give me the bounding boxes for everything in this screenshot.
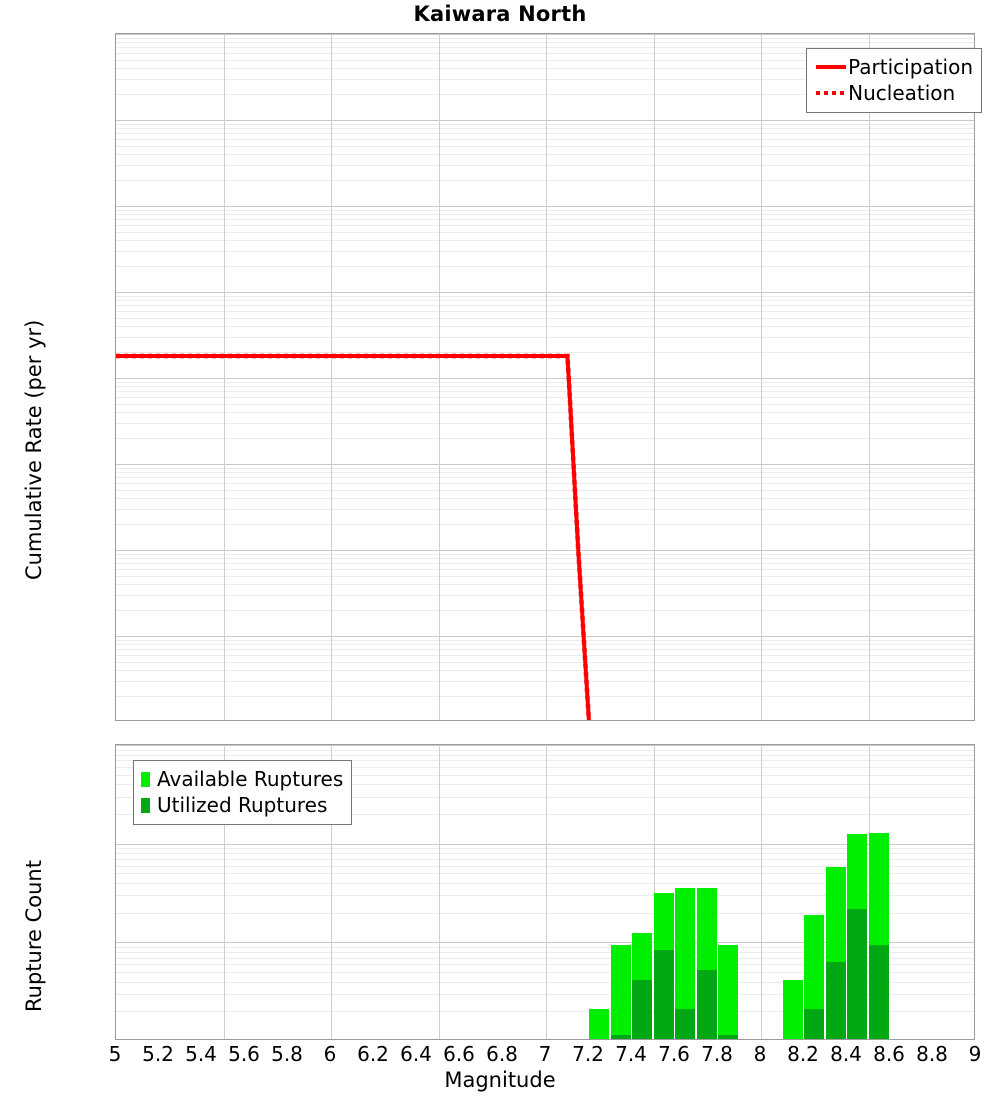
cumulative-rate-plot bbox=[115, 33, 975, 721]
solid-line-icon bbox=[814, 65, 848, 69]
rupture-bar bbox=[869, 744, 889, 1039]
xtick-label: 8.4 bbox=[830, 1042, 862, 1066]
xtick-label: 7.2 bbox=[572, 1042, 604, 1066]
page-title: Kaiwara North bbox=[0, 2, 1000, 26]
utilized-segment bbox=[804, 1009, 824, 1039]
rupture-bar bbox=[783, 744, 803, 1039]
xtick-label: 8.8 bbox=[916, 1042, 948, 1066]
rupture-bar bbox=[568, 744, 588, 1039]
rupture-bar bbox=[804, 744, 824, 1039]
legend-item-nucleation[interactable]: Nucleation bbox=[814, 80, 973, 106]
figure: Kaiwara North 10-210-310-410-510-610-710… bbox=[0, 0, 1000, 1100]
xtick-label: 7 bbox=[539, 1042, 552, 1066]
xtick-label: 6.6 bbox=[443, 1042, 475, 1066]
legend-label: Nucleation bbox=[848, 83, 955, 103]
xtick-label: 6.4 bbox=[400, 1042, 432, 1066]
yaxis-title-bottom: Rupture Count bbox=[22, 860, 46, 1012]
xtick-label: 5 bbox=[109, 1042, 122, 1066]
legend-item-utilized-ruptures[interactable]: Utilized Ruptures bbox=[141, 792, 343, 818]
xtick-label: 7.6 bbox=[658, 1042, 690, 1066]
available-segment bbox=[783, 980, 803, 1039]
utilized-segment bbox=[826, 962, 846, 1039]
utilized-segment bbox=[847, 909, 867, 1039]
xtick-label: 6 bbox=[324, 1042, 337, 1066]
utilized-segment bbox=[869, 945, 889, 1039]
xtick-label: 9 bbox=[969, 1042, 982, 1066]
utilized-segment bbox=[718, 1035, 738, 1039]
utilized-segment bbox=[611, 1035, 631, 1039]
xtick-label: 6.2 bbox=[357, 1042, 389, 1066]
xtick-label: 7.8 bbox=[701, 1042, 733, 1066]
legend-label: Available Ruptures bbox=[157, 769, 343, 789]
utilized-segment bbox=[654, 950, 674, 1039]
xtick-label: 5.4 bbox=[185, 1042, 217, 1066]
rupture-bar bbox=[718, 744, 738, 1039]
rupture-bar bbox=[654, 744, 674, 1039]
rupture-bar bbox=[632, 744, 652, 1039]
rupture-bar bbox=[589, 744, 609, 1039]
xaxis-title: Magnitude bbox=[0, 1068, 1000, 1092]
available-swatch-icon bbox=[141, 772, 157, 787]
yaxis-title-top: Cumulative Rate (per yr) bbox=[22, 320, 46, 580]
xtick-label: 5.8 bbox=[271, 1042, 303, 1066]
legend-top: Participation Nucleation bbox=[806, 48, 982, 113]
available-segment bbox=[611, 945, 631, 1039]
available-segment bbox=[718, 945, 738, 1039]
legend-item-participation[interactable]: Participation bbox=[814, 54, 973, 80]
rupture-bar bbox=[847, 744, 867, 1039]
rupture-bar bbox=[675, 744, 695, 1039]
dotted-line-icon bbox=[814, 91, 848, 95]
xtick-label: 8 bbox=[754, 1042, 767, 1066]
legend-bottom: Available Ruptures Utilized Ruptures bbox=[133, 760, 352, 825]
xtick-label: 7.4 bbox=[615, 1042, 647, 1066]
xtick-label: 8.2 bbox=[787, 1042, 819, 1066]
utilized-swatch-icon bbox=[141, 798, 157, 813]
utilized-segment bbox=[697, 970, 717, 1039]
xtick-label: 5.6 bbox=[228, 1042, 260, 1066]
rupture-bar bbox=[826, 744, 846, 1039]
utilized-segment bbox=[632, 980, 652, 1039]
xtick-label: 6.8 bbox=[486, 1042, 518, 1066]
legend-item-available-ruptures[interactable]: Available Ruptures bbox=[141, 766, 343, 792]
xtick-label: 8.6 bbox=[873, 1042, 905, 1066]
mfd-curves bbox=[116, 34, 975, 721]
legend-label: Utilized Ruptures bbox=[157, 795, 327, 815]
utilized-segment bbox=[675, 1009, 695, 1039]
legend-label: Participation bbox=[848, 57, 973, 77]
rupture-bar bbox=[611, 744, 631, 1039]
rupture-bar bbox=[697, 744, 717, 1039]
xtick-label: 5.2 bbox=[142, 1042, 174, 1066]
available-segment bbox=[589, 1009, 609, 1039]
